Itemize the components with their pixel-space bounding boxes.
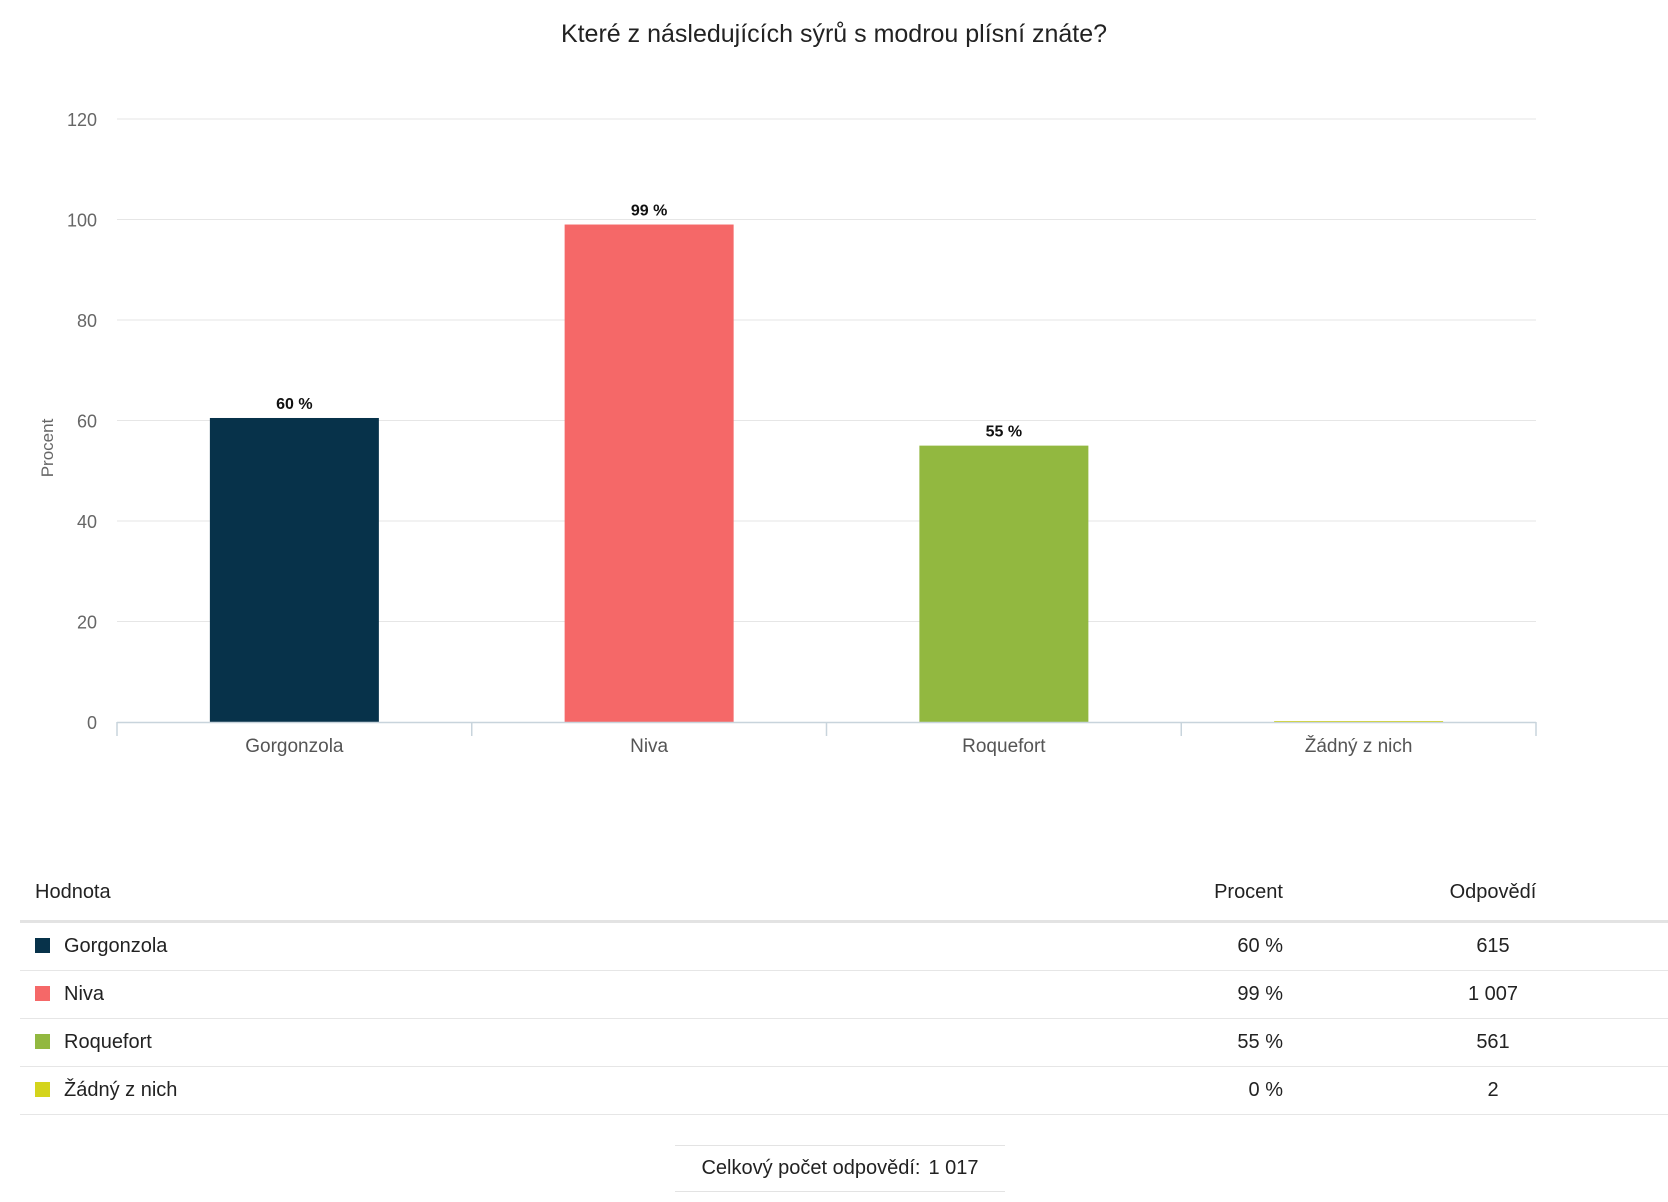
bar: [919, 445, 1089, 722]
header-spacer: [1283, 864, 1438, 923]
y-tick-label: 120: [67, 110, 97, 130]
row-name-cell: Gorgonzola: [20, 921, 1163, 971]
row-name: Niva: [64, 983, 105, 1005]
row-percent: 55 %: [1163, 1018, 1283, 1067]
legend-swatch: [35, 1034, 50, 1049]
bar: [1274, 720, 1444, 722]
row-count: 615: [1438, 921, 1548, 971]
y-tick-label: 60: [77, 412, 97, 432]
bar: [209, 417, 379, 722]
table-row: Roquefort 55 % 561: [20, 1018, 1668, 1067]
y-tick-label: 80: [77, 311, 97, 331]
row-spacer: [1283, 1018, 1438, 1067]
row-name-cell: Žádný z nich: [20, 1066, 1163, 1115]
x-tick-label: Niva: [630, 736, 668, 757]
x-axis: Gorgonzola Niva Roquefort Žádný z nich: [116, 721, 1537, 757]
row-percent: 99 %: [1163, 970, 1283, 1019]
total-value: 1 017: [928, 1157, 979, 1179]
row-name: Gorgonzola: [64, 935, 168, 957]
y-tick-label: 20: [77, 613, 97, 633]
row-end: [1548, 970, 1668, 1019]
row-end: [1548, 921, 1668, 971]
legend-swatch: [35, 938, 50, 953]
row-count: 1 007: [1438, 970, 1548, 1019]
row-spacer: [1283, 921, 1438, 971]
row-percent: 60 %: [1163, 921, 1283, 971]
row-end: [1548, 1066, 1668, 1115]
bars: [209, 224, 1444, 722]
header-count: Odpovědí: [1438, 864, 1548, 923]
table-row: Niva 99 % 1 007: [20, 970, 1668, 1019]
x-tick-label: Roquefort: [962, 736, 1046, 757]
total-label: Celkový počet odpovědí:: [701, 1157, 921, 1179]
row-spacer: [1283, 1066, 1438, 1115]
y-tick-label: 0: [87, 713, 97, 733]
x-tick-label: Gorgonzola: [245, 736, 344, 757]
row-name: Roquefort: [64, 1031, 152, 1053]
total-responses: Celkový počet odpovědí: 1 017: [675, 1145, 1005, 1192]
chart-title: Které z následujících sýrů s modrou plís…: [561, 20, 1107, 48]
data-label: 55 %: [986, 424, 1022, 441]
bar-chart: Které z následujících sýrů s modrou plís…: [38, 20, 1537, 757]
row-name: Žádný z nich: [64, 1079, 178, 1101]
y-axis-ticks: 0 20 40 60 80 100 120: [67, 110, 97, 733]
row-count: 2: [1438, 1066, 1548, 1115]
data-labels: 60 % 99 % 55 %: [276, 203, 1022, 441]
y-tick-label: 40: [77, 512, 97, 532]
table-row: Gorgonzola 60 % 615: [20, 921, 1668, 971]
row-percent: 0 %: [1163, 1066, 1283, 1115]
legend-swatch: [35, 1082, 50, 1097]
table-header-row: Hodnota Procent Odpovědí: [20, 864, 1668, 923]
results-table: Hodnota Procent Odpovědí Gorgonzola 60 %…: [20, 864, 1668, 1115]
bar: [564, 224, 734, 722]
row-end: [1548, 1018, 1668, 1067]
header-percent: Procent: [1163, 864, 1283, 923]
header-value: Hodnota: [20, 864, 1163, 923]
table-row: Žádný z nich 0 % 2: [20, 1066, 1668, 1115]
y-tick-label: 100: [67, 211, 97, 231]
data-label: 60 %: [276, 396, 312, 413]
row-name-cell: Niva: [20, 970, 1163, 1019]
row-count: 561: [1438, 1018, 1548, 1067]
y-axis-title: Procent: [38, 418, 57, 477]
data-label: 99 %: [631, 203, 667, 220]
header-end: [1548, 864, 1668, 923]
legend-swatch: [35, 986, 50, 1001]
row-name-cell: Roquefort: [20, 1018, 1163, 1067]
x-tick-label: Žádný z nich: [1305, 735, 1413, 757]
row-spacer: [1283, 970, 1438, 1019]
